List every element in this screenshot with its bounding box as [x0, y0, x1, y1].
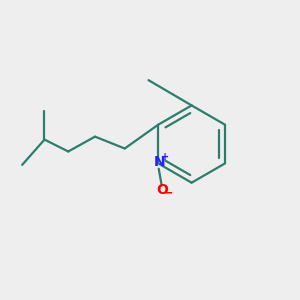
Text: +: + — [160, 152, 169, 162]
Text: N: N — [154, 155, 165, 169]
Text: O: O — [156, 183, 168, 197]
Text: −: − — [162, 186, 173, 199]
